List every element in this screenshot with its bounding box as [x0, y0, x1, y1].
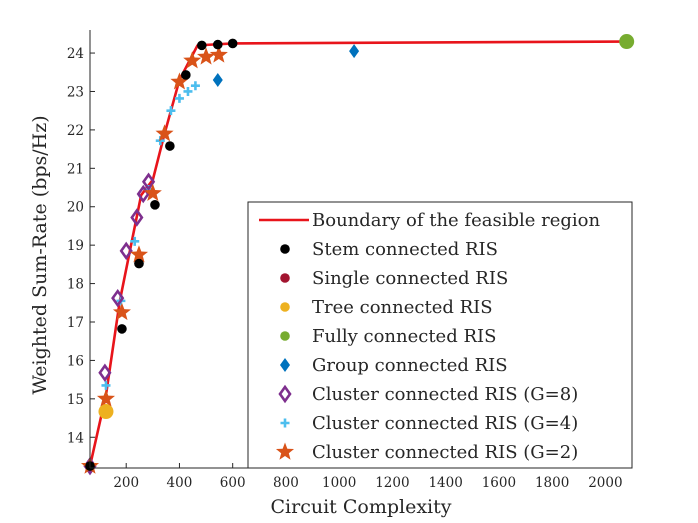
legend-swatch-cluster-connected-ris-g-2: [275, 442, 295, 460]
cluster-connected-ris-g-4-point: [130, 236, 140, 246]
y-tick-label: 20: [67, 200, 84, 216]
cluster-connected-ris-g-2-point: [112, 302, 131, 321]
y-tick-label: 15: [67, 392, 84, 408]
x-tick-label: 1800: [535, 475, 569, 491]
group-connected-ris-point: [212, 72, 223, 87]
legend-label-tree-connected-ris: Tree connected RIS: [312, 297, 493, 318]
cluster-connected-ris-g-2-point: [183, 51, 202, 69]
x-tick-label: 400: [167, 475, 193, 491]
legend-box: [247, 201, 633, 469]
legend-swatch-stem-connected-ris: [280, 244, 290, 254]
y-tick-label: 21: [67, 161, 84, 177]
x-tick-label: 1000: [322, 475, 356, 491]
y-tick-label: 18: [67, 277, 84, 293]
legend-swatch-cluster-connected-ris-g-4: [280, 418, 290, 428]
stem-connected-ris-point: [227, 38, 238, 49]
cluster-connected-ris-g-4-point: [101, 380, 111, 390]
cluster-connected-ris-g-8-point: [98, 363, 112, 382]
y-tick-label: 23: [67, 84, 84, 100]
y-tick-label: 16: [67, 353, 84, 369]
x-tick-label: 2000: [588, 475, 622, 491]
y-tick-label: 19: [67, 238, 84, 254]
x-tick-label: 200: [113, 475, 139, 491]
legend-swatch-fully-connected-ris: [280, 331, 290, 341]
cluster-connected-ris-g-8-point: [141, 172, 156, 191]
x-tick-label: 1400: [428, 475, 462, 491]
y-tick-label: 24: [67, 46, 84, 62]
stem-connected-ris-point: [212, 39, 223, 50]
legend-swatch-group-connected-ris: [280, 358, 290, 372]
y-tick-label: 22: [67, 123, 84, 139]
cluster-connected-ris-g-2-point: [197, 47, 216, 65]
legend-label-boundary-of-the-feasible-region: Boundary of the feasible region: [312, 210, 600, 231]
y-tick-label: 17: [67, 315, 84, 331]
cluster-connected-ris-g-2-point: [143, 183, 162, 201]
legend-label-fully-connected-ris: Fully connected RIS: [312, 326, 496, 347]
cluster-connected-ris-g-2-point: [170, 72, 189, 90]
legend-label-group-connected-ris: Group connected RIS: [312, 355, 508, 376]
legend-label-cluster-connected-ris-g-4: Cluster connected RIS (G=4): [312, 413, 578, 434]
x-axis-label: Circuit Complexity: [271, 496, 452, 518]
cluster-connected-ris-g-8-point: [119, 241, 133, 261]
cluster-connected-ris-g-8-point: [111, 288, 125, 308]
cluster-connected-ris-g-4-point: [190, 81, 200, 91]
y-tick-label: 14: [67, 430, 84, 446]
cluster-connected-ris-g-4-point: [174, 93, 184, 103]
cluster-connected-ris-g-4-point: [166, 106, 176, 116]
legend-swatch-cluster-connected-ris-g-8: [278, 384, 292, 404]
cluster-connected-ris-g-8-point: [130, 208, 144, 227]
x-tick-label: 1200: [375, 475, 409, 491]
group-connected-ris-point: [349, 44, 360, 59]
stem-connected-ris-point: [134, 258, 144, 269]
legend: Boundary of the feasible region Stem conn…: [247, 201, 633, 469]
cluster-connected-ris-g-2-point: [155, 124, 174, 142]
legend-swatch-tree-connected-ris: [280, 302, 290, 312]
cluster-connected-ris-g-2-point: [96, 389, 116, 407]
fully-connected-ris-point: [619, 34, 635, 50]
plot-area: [80, 34, 635, 476]
legend-swatch-single-connected-ris: [280, 273, 290, 283]
legend-label-single-connected-ris: Single connected RIS: [312, 268, 508, 289]
cluster-connected-ris-g-2-point: [209, 45, 228, 63]
cluster-connected-ris-g-4-point: [183, 86, 193, 96]
legend-label-stem-connected-ris: Stem connected RIS: [312, 239, 498, 260]
stem-connected-ris-point: [117, 324, 127, 334]
x-tick-label: 1600: [482, 475, 516, 491]
legend-label-cluster-connected-ris-g-8: Cluster connected RIS (G=8): [312, 384, 578, 405]
legend-label-cluster-connected-ris-g-2: Cluster connected RIS (G=2): [312, 442, 578, 463]
stem-connected-ris-point: [181, 70, 191, 80]
x-tick-label: 600: [220, 475, 246, 491]
stem-connected-ris-point: [197, 40, 207, 51]
cluster-connected-ris-g-2-point: [129, 245, 149, 263]
stem-connected-ris-point: [150, 200, 160, 210]
stem-connected-ris-point: [165, 141, 175, 151]
y-axis-label: Weighted Sum-Rate (bps/Hz): [29, 115, 51, 394]
x-tick-label: 800: [273, 475, 299, 491]
tree-connected-ris-point: [98, 404, 114, 420]
